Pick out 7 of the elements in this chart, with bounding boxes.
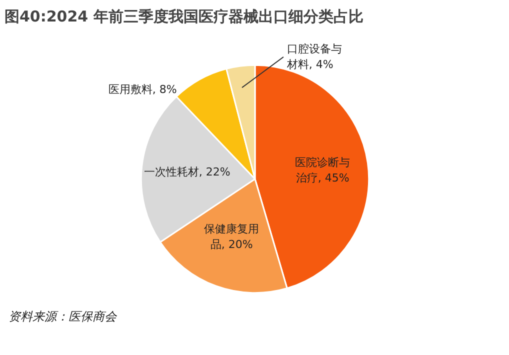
text: 资料来源：医保商会 — [8, 310, 118, 324]
slice-label: 一次性耗材, 22% — [144, 166, 230, 179]
slice-label: 保健康复用品, 20% — [204, 222, 260, 252]
slice-label: 医用敷料, 8% — [108, 83, 177, 96]
slice-label: 医院诊断与治疗, 45% — [295, 156, 350, 185]
slice-label: 口腔设备与材料, 4% — [286, 42, 342, 72]
chart-title: 图40:2024 年前三季度我国医疗器械出口细分类占比 — [4, 8, 364, 26]
